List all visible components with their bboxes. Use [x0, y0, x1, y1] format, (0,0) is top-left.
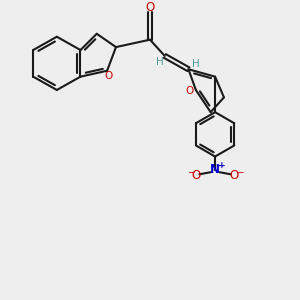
Text: O: O — [146, 1, 154, 13]
Text: O: O — [104, 71, 113, 81]
Text: N: N — [210, 163, 220, 176]
Text: H: H — [156, 58, 163, 68]
Text: O: O — [185, 86, 194, 97]
Text: +: + — [218, 161, 225, 170]
Text: −: − — [187, 167, 194, 176]
Text: −: − — [236, 167, 243, 176]
Text: H: H — [192, 59, 200, 69]
Text: O: O — [191, 169, 200, 182]
Text: O: O — [230, 169, 239, 182]
